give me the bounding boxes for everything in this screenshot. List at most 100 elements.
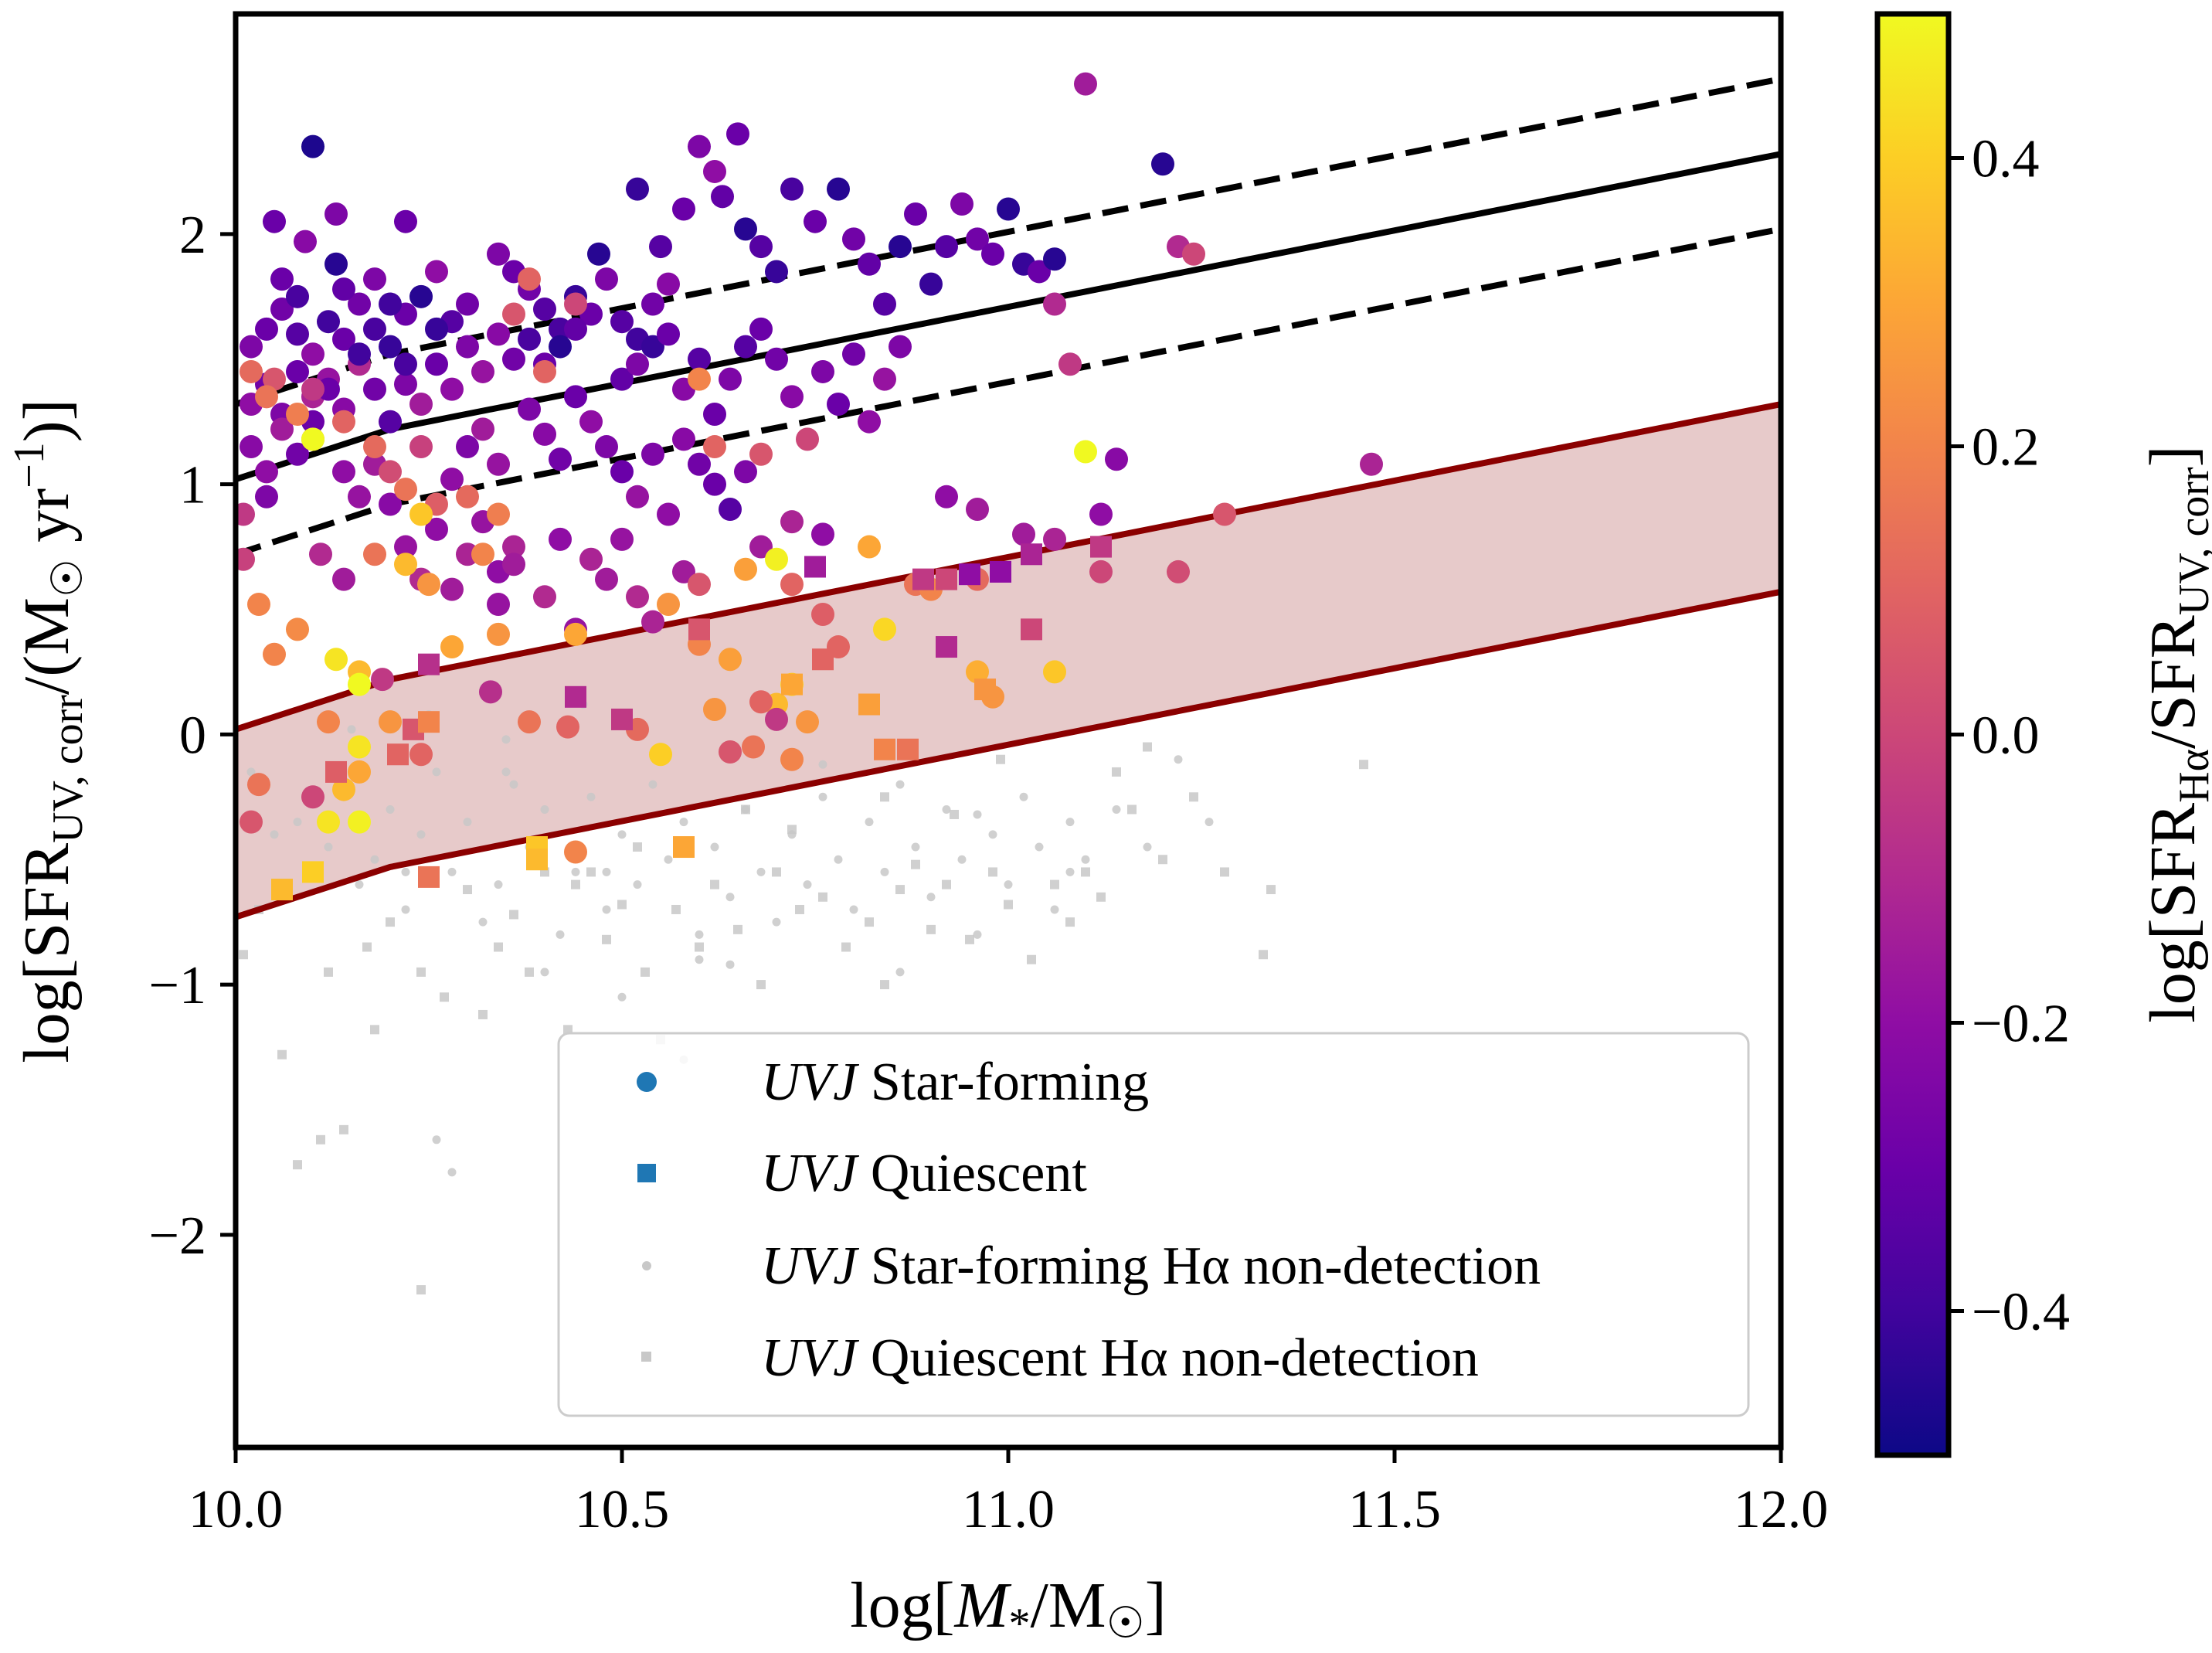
sf-nondetection-point — [540, 804, 549, 814]
x-axis-title: log[M*/M☉] — [850, 1570, 1167, 1648]
sf-nondetection-point — [602, 867, 611, 876]
colorbar: −0.4 −0.2 0.0 0.2 0.4 log[SFRHα/SFRUV, corr] — [1874, 11, 2212, 1458]
star-forming-point — [641, 442, 664, 466]
sf-nondetection-point — [586, 792, 596, 801]
star-forming-point — [780, 510, 804, 534]
star-forming-point — [703, 402, 726, 426]
colorbar-tick-label: 0.2 — [1972, 418, 2040, 478]
quiescent-point — [418, 711, 440, 733]
star-forming-point — [425, 352, 448, 376]
sf-nondetection-point — [1065, 818, 1075, 827]
star-forming-point — [765, 260, 788, 284]
star-forming-point — [858, 535, 881, 559]
sf-nondetection-point — [501, 735, 511, 744]
star-forming-point — [270, 298, 294, 321]
star-forming-point — [1043, 292, 1066, 316]
sf-nondetection-point — [849, 905, 858, 914]
star-forming-point — [827, 177, 850, 201]
star-forming-point — [409, 435, 433, 459]
q-nondetection-point — [671, 904, 681, 914]
star-forming-point — [711, 185, 734, 209]
q-nondetection-point — [478, 1009, 488, 1019]
star-forming-point — [324, 202, 348, 226]
q-nondetection-point — [1096, 892, 1106, 902]
star-forming-point — [564, 840, 587, 864]
x-tick-label: 10.0 — [189, 1480, 284, 1539]
star-forming-point — [247, 593, 270, 617]
q-nondetection-point — [1359, 760, 1368, 770]
star-forming-point — [780, 747, 804, 771]
star-forming-point — [371, 668, 394, 692]
star-forming-point — [719, 648, 742, 672]
band-lower-line — [236, 588, 1781, 920]
star-forming-point — [270, 417, 294, 441]
legend-entry-quiescent: UVJ Quiescent — [761, 1144, 1087, 1203]
star-forming-point — [348, 760, 371, 784]
star-forming-point — [487, 622, 510, 646]
q-nondetection-point — [324, 967, 333, 977]
star-forming-point — [379, 492, 402, 516]
star-forming-point — [719, 740, 742, 764]
sf-nondetection-point — [818, 792, 827, 801]
legend-entry-sf-nondetection: UVJ Star-forming Hα non-detection — [761, 1236, 1541, 1296]
y-axis-title: log[SFRUV, corr/(M☉ yr−1)] — [5, 399, 92, 1063]
q-nondetection-point — [563, 1025, 573, 1035]
colorbar-tick-label: 0.4 — [1972, 130, 2040, 189]
detection-markers — [236, 72, 1383, 901]
star-forming-point — [904, 202, 927, 226]
legend-marker-q-nondetection — [641, 1352, 651, 1362]
sf-nondetection-point — [432, 767, 441, 777]
star-forming-point — [317, 810, 340, 834]
star-forming-point — [1074, 72, 1097, 96]
star-forming-point — [672, 197, 695, 221]
star-forming-point — [657, 272, 680, 296]
star-forming-point — [263, 642, 286, 666]
star-forming-point — [379, 410, 402, 434]
sf-nondetection-point — [447, 867, 457, 876]
star-forming-point — [595, 267, 618, 291]
star-forming-point — [394, 535, 417, 559]
star-forming-point — [734, 335, 757, 359]
legend-marker-sf-nondetection — [642, 1261, 651, 1270]
q-nondetection-point — [880, 980, 889, 990]
q-nondetection-point — [509, 910, 518, 920]
star-forming-point — [240, 435, 263, 459]
star-forming-point — [873, 292, 896, 316]
star-forming-point — [649, 235, 672, 259]
star-forming-point — [842, 342, 865, 366]
q-nondetection-point — [1004, 900, 1013, 910]
q-nondetection-point — [339, 1124, 348, 1134]
q-nondetection-point — [617, 900, 627, 910]
q-nondetection-point — [795, 904, 804, 914]
star-forming-point — [765, 547, 788, 571]
star-forming-point — [966, 497, 989, 521]
star-forming-point — [688, 452, 711, 476]
star-forming-point — [286, 402, 309, 426]
sf-nondetection-point — [347, 725, 356, 734]
q-nondetection-point — [463, 885, 472, 895]
star-forming-point — [286, 442, 309, 466]
q-nondetection-point — [818, 892, 827, 902]
sf-nondetection-point — [571, 867, 580, 876]
q-nondetection-point — [362, 942, 372, 952]
sf-nondetection-point — [942, 804, 951, 814]
star-forming-point — [425, 317, 448, 341]
star-forming-point — [348, 485, 371, 508]
star-forming-point — [688, 573, 711, 597]
star-forming-point — [734, 557, 757, 581]
y-tick-label: 2 — [179, 206, 206, 265]
q-nondetection-point — [1027, 954, 1036, 964]
sf-nondetection-point — [1019, 792, 1028, 801]
quiescent-point — [897, 738, 919, 760]
quiescent-point — [418, 866, 440, 888]
q-nondetection-point — [277, 1049, 287, 1059]
star-forming-point — [332, 410, 355, 434]
star-forming-point — [1043, 660, 1066, 684]
q-nondetection-point — [494, 942, 503, 952]
sf-nondetection-point — [911, 842, 920, 852]
star-forming-point — [240, 335, 263, 359]
star-forming-point — [440, 635, 464, 659]
q-nondetection-point — [1259, 950, 1268, 960]
legend-entry-star-forming: UVJ Star-forming — [761, 1053, 1149, 1112]
colorbar-ticks: −0.4 −0.2 0.0 0.2 0.4 — [1949, 130, 2070, 1342]
